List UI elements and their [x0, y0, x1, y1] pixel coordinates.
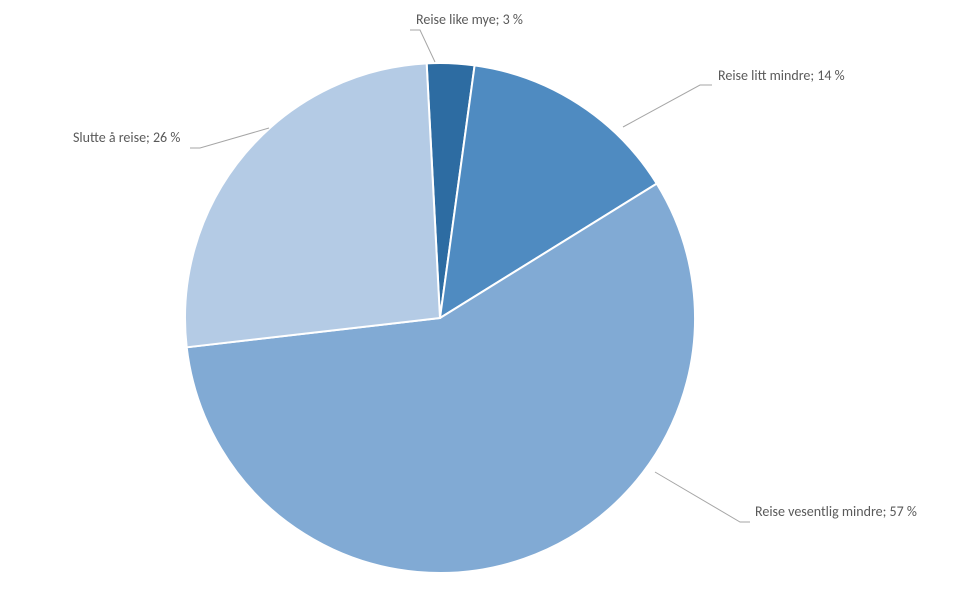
leader-line — [655, 472, 750, 522]
slice-label: Reise vesentlig mindre; 57 % — [755, 503, 917, 520]
pie-chart: Reise like mye; 3 % Reise litt mindre; 14… — [0, 0, 978, 614]
pie-slice — [185, 63, 440, 347]
slice-label: Reise litt mindre; 14 % — [718, 67, 845, 84]
leader-line — [623, 85, 712, 127]
slice-label: Reise like mye; 3 % — [416, 11, 523, 28]
leader-line — [410, 30, 435, 62]
pie-slices — [185, 63, 695, 573]
slice-label: Slutte å reise; 26 % — [73, 129, 180, 146]
